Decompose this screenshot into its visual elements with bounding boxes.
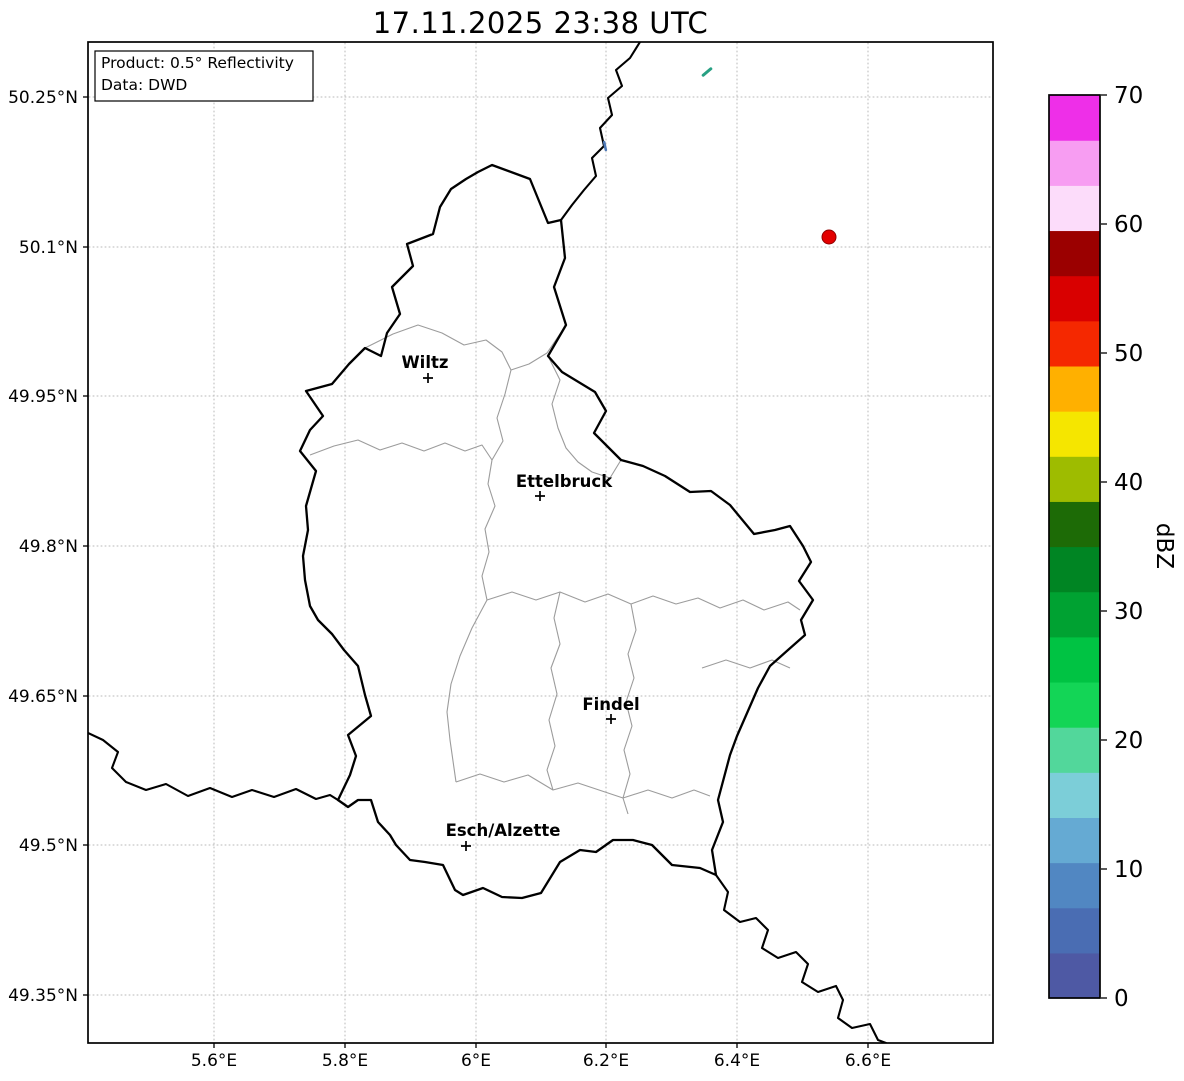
colorbar-segment [1049,320,1100,367]
axis-ticks: 50.25°N 50.1°N 49.95°N 49.8°N 49.65°N 49.5°N 4… [8,88,891,1071]
canton-border [701,659,791,669]
canton-border [455,773,711,799]
colorbar-tick-label: 30 [1114,599,1143,625]
y-tick-label: 49.65°N [8,687,78,707]
colorbar-tick-label: 10 [1114,857,1143,883]
colorbar-segment [1049,95,1100,141]
colorbar-segment [1049,185,1100,232]
colorbar-tick-label: 0 [1114,986,1129,1012]
axes-frame [87,41,994,1044]
y-tick-label: 50.25°N [8,88,78,108]
country-border-luxembourg [298,163,815,900]
colorbar-segment [1049,456,1100,502]
colorbar-segment [1049,591,1100,638]
colorbar-segment [1049,817,1100,864]
colorbar-tick-label: 70 [1114,83,1143,109]
colorbar-tick-label: 40 [1114,470,1143,496]
colorbar-tick-label: 60 [1114,212,1143,238]
border-moselle-south [714,873,888,1043]
colorbar-segment [1049,727,1100,773]
y-tick-label: 50.1°N [19,238,78,258]
city-label: Findel [582,695,639,714]
city-marker [423,373,433,383]
x-tick-label: 6.2°E [583,1051,629,1071]
city-label: Esch/Alzette [446,821,561,840]
radar-echoes [602,67,837,245]
colorbar-segment [1049,862,1100,909]
canton-border [309,439,493,461]
colorbar-segment [1049,365,1100,412]
info-box-frame [94,50,314,102]
y-tick-label: 49.8°N [19,537,78,557]
x-tick-label: 5.8°E [322,1051,368,1071]
colorbar-frame [1048,94,1101,999]
radar-echo-dash [602,140,608,152]
colorbar-tick-label: 50 [1114,341,1143,367]
canton-border [364,324,567,371]
colorbar: 70 60 50 40 30 20 10 0 dBZ [1048,83,1177,1012]
city-label: Wiltz [401,353,448,372]
colorbar-segment [1049,681,1100,728]
colorbar-segments [1049,95,1100,999]
gridlines [88,42,993,1043]
info-box-product: Product: 0.5° Reflectivity [101,54,294,72]
city-marker [606,714,616,724]
canton-border [486,591,801,611]
map-content: Wiltz Ettelbruck Findel Esch/Alzette [88,42,888,1043]
city-label: Ettelbruck [516,472,613,491]
border-belgium-france-west [88,731,340,802]
radar-echo-dash [701,67,713,77]
y-tick-label: 49.5°N [19,836,78,856]
canton-borders [309,324,801,815]
x-tick-label: 6.6°E [845,1051,891,1071]
canton-border [446,599,488,783]
canton-border [481,369,512,601]
radar-echo-dot [821,229,837,245]
info-box: Product: 0.5° Reflectivity Data: DWD [94,50,314,102]
x-tick-label: 6.4°E [714,1051,760,1071]
colorbar-segment [1049,772,1100,818]
canton-border [547,355,622,479]
city-markers: Wiltz Ettelbruck Findel Esch/Alzette [401,353,640,851]
colorbar-segment [1049,501,1100,548]
colorbar-axis-label: dBZ [1151,523,1177,569]
city-marker [535,491,545,501]
info-box-source: Data: DWD [101,76,187,94]
canton-border [546,591,561,791]
colorbar-segment [1049,411,1100,457]
colorbar-segment [1049,636,1100,683]
city-marker [461,841,471,851]
plot-title: 17.11.2025 23:38 UTC [372,6,709,40]
x-tick-label: 5.6°E [191,1051,237,1071]
border-germany-belgium-north [559,42,642,222]
colorbar-tick-label: 20 [1114,728,1143,754]
colorbar-segment [1049,230,1100,277]
colorbar-segment [1049,546,1100,593]
colorbar-segment [1049,140,1100,186]
x-tick-label: 6°E [461,1051,491,1071]
colorbar-segment [1049,275,1100,322]
canton-border [622,603,637,815]
colorbar-ticks: 70 60 50 40 30 20 10 0 [1101,83,1143,1012]
colorbar-segment [1049,907,1100,954]
y-tick-label: 49.35°N [8,986,78,1006]
y-tick-label: 49.95°N [8,387,78,407]
colorbar-segment [1049,952,1100,999]
